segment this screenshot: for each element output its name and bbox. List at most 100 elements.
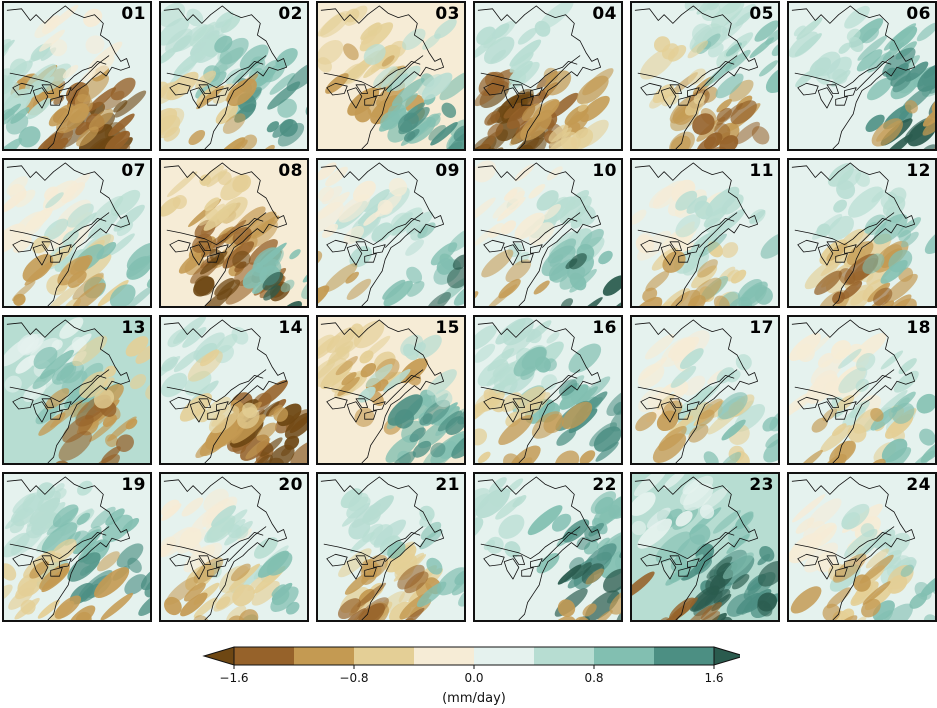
border-line — [323, 61, 421, 89]
lake-outline — [483, 553, 505, 567]
lake-outline — [59, 244, 72, 254]
lake-outline — [326, 82, 348, 96]
lake-outline — [364, 410, 377, 420]
river-line — [70, 212, 110, 248]
border-line — [794, 218, 892, 246]
lake-outline — [835, 567, 848, 577]
coastline — [6, 476, 130, 620]
lake-outline — [678, 567, 691, 577]
lake-outline — [835, 410, 848, 420]
coastline — [791, 319, 915, 463]
river-line — [698, 212, 738, 248]
lake-outline — [41, 555, 54, 565]
lake-outline — [12, 553, 34, 567]
lake-outline — [521, 96, 534, 106]
lake-outline — [660, 558, 677, 580]
lake-outline — [50, 96, 63, 106]
precip-anomaly-map — [4, 474, 150, 620]
lake-outline — [189, 558, 206, 580]
lake-outline — [483, 239, 505, 253]
map-panel-13: 13 — [2, 315, 152, 465]
border-line — [480, 218, 578, 246]
lake-outline — [797, 553, 819, 567]
lake-outline — [373, 401, 386, 411]
precip-anomaly-map — [4, 317, 150, 463]
river-line — [227, 526, 267, 562]
coastline — [791, 5, 915, 149]
lake-outline — [503, 558, 520, 580]
lake-outline — [503, 244, 520, 266]
lake-outline — [364, 96, 377, 106]
lake-outline — [844, 244, 857, 254]
lake-outline — [521, 253, 534, 263]
map-panel-11: 11 — [630, 158, 780, 308]
map-panel-10: 10 — [473, 158, 623, 308]
precip-anomaly-map — [318, 317, 464, 463]
lake-outline — [169, 396, 191, 410]
lake-outline — [346, 558, 363, 580]
river-line — [70, 55, 110, 91]
lake-outline — [373, 558, 386, 568]
border-line — [794, 61, 892, 89]
panel-number-label: 20 — [278, 475, 303, 495]
panel-number-label: 21 — [435, 475, 460, 495]
border-line — [9, 218, 107, 246]
lake-outline — [59, 87, 72, 97]
river-line — [70, 369, 110, 405]
lake-outline — [483, 82, 505, 96]
lake-outline — [364, 567, 377, 577]
river-line — [541, 55, 581, 91]
map-panel-23: 23 — [630, 472, 780, 622]
colorbar-extend-max-arrow — [713, 646, 740, 666]
lake-outline — [660, 87, 677, 109]
lake-outline — [678, 96, 691, 106]
lake-outline — [660, 401, 677, 423]
lake-outline — [207, 567, 220, 577]
lake-outline — [364, 253, 377, 263]
lake-outline — [32, 244, 49, 266]
coastline — [791, 162, 915, 306]
lake-outline — [346, 401, 363, 423]
panel-number-label: 03 — [435, 4, 460, 24]
lake-outline — [326, 553, 348, 567]
panel-number-label: 07 — [121, 161, 146, 181]
precip-anomaly-map — [789, 317, 935, 463]
panel-number-label: 15 — [435, 318, 460, 338]
lake-outline — [12, 396, 34, 410]
colorbar-unit-label: (mm/day) — [442, 691, 506, 706]
lake-outline — [346, 87, 363, 109]
panel-number-label: 18 — [906, 318, 931, 338]
colorbar-segment — [474, 647, 534, 665]
river-line — [227, 212, 267, 248]
border-line — [166, 61, 264, 89]
coastline — [6, 5, 130, 149]
lake-outline — [844, 558, 857, 568]
precip-anomaly-map — [789, 474, 935, 620]
lake-outline — [189, 401, 206, 423]
border-line — [9, 532, 107, 560]
lake-outline — [669, 84, 682, 94]
panel-number-label: 22 — [592, 475, 617, 495]
lake-outline — [512, 555, 525, 565]
border-line — [637, 61, 735, 89]
lake-outline — [844, 401, 857, 411]
lake-outline — [797, 396, 819, 410]
border-line — [9, 375, 107, 403]
map-panel-19: 19 — [2, 472, 152, 622]
lake-outline — [50, 253, 63, 263]
lake-outline — [687, 401, 700, 411]
lake-outline — [835, 96, 848, 106]
panel-number-label: 23 — [749, 475, 774, 495]
lake-outline — [326, 239, 348, 253]
river-line — [855, 526, 895, 562]
precip-anomaly-map — [475, 317, 621, 463]
coastline — [477, 319, 601, 463]
map-panel-21: 21 — [316, 472, 466, 622]
panel-number-label: 01 — [121, 4, 146, 24]
precip-anomaly-map — [318, 160, 464, 306]
lake-outline — [32, 558, 49, 580]
lake-outline — [50, 410, 63, 420]
map-panel-24: 24 — [787, 472, 937, 622]
coastline — [320, 5, 444, 149]
colorbar-tick-label: 0.0 — [464, 671, 483, 685]
